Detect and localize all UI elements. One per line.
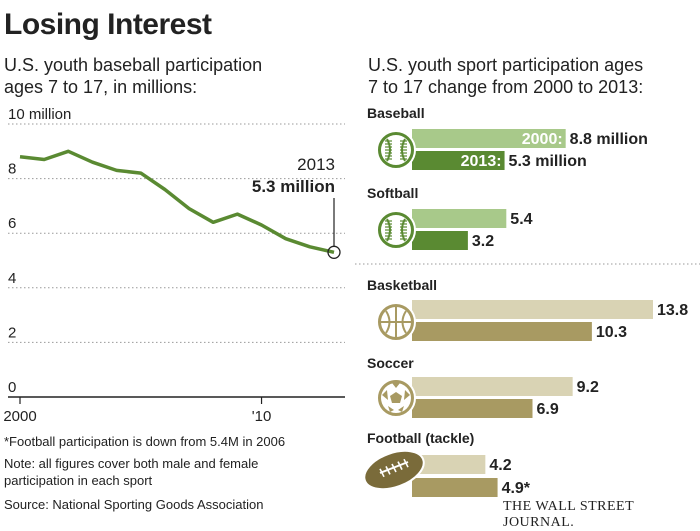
baseball-icon xyxy=(376,130,416,170)
left-subtitle-line2: ages 7 to 17, in millions: xyxy=(4,77,198,97)
callout-marker xyxy=(327,245,341,259)
x-axis-ticks: 2000 '10 xyxy=(3,397,271,425)
value-label-2000: 9.2 xyxy=(577,379,599,396)
sport-label: Soccer xyxy=(367,355,414,371)
right-subtitle-line2: 7 to 17 change from 2000 to 2013: xyxy=(368,77,644,97)
basketball-icon xyxy=(376,302,416,342)
note-line1: Note: all figures cover both male and fe… xyxy=(4,456,259,471)
callout-year: 2013 xyxy=(297,155,335,174)
callout-value: 5.3 million xyxy=(252,177,335,196)
football-footnote: *Football participation is down from 5.4… xyxy=(4,434,286,449)
baseball-participation-line-chart: 0 2 4 6 8 10 million 2000 '10 2013 5.3 million xyxy=(3,106,345,425)
baseball-series-line xyxy=(19,149,335,255)
sport-label: Basketball xyxy=(367,277,437,293)
x-tick-label: 2000 xyxy=(3,408,36,425)
sport-label: Football (tackle) xyxy=(367,430,474,446)
y-tick-label: 10 million xyxy=(8,106,71,123)
football-icon xyxy=(363,449,425,491)
value-label-2000: 4.2 xyxy=(489,457,511,474)
bar-2000 xyxy=(412,129,566,148)
bar-2013 xyxy=(412,231,468,250)
sport-label: Baseball xyxy=(367,105,425,121)
y-tick-label: 4 xyxy=(8,270,16,287)
value-label-2013: 5.3 million xyxy=(509,153,587,170)
publisher-credit: THE WALL STREET JOURNAL. xyxy=(503,499,634,530)
chart-title: Losing Interest xyxy=(4,8,212,41)
y-tick-label: 2 xyxy=(8,324,16,341)
value-label-2000: 5.4 xyxy=(510,211,532,228)
left-subtitle-line1: U.S. youth baseball participation xyxy=(4,55,263,75)
value-label-2000: 13.8 xyxy=(657,302,688,319)
y-tick-label: 8 xyxy=(8,161,16,178)
y-tick-label: 0 xyxy=(8,379,16,396)
y-tick-label: 6 xyxy=(8,215,16,232)
sport-participation-bar-chart: Baseball 2000: 2013: 8.8 million 5.3 million… xyxy=(355,105,700,497)
legend-2013-label: 2013: xyxy=(461,153,502,170)
gridlines xyxy=(8,123,345,343)
bar-2013 xyxy=(412,399,533,418)
bar-2000 xyxy=(412,455,486,474)
value-label-2013: 4.9* xyxy=(502,480,531,497)
bar-2000 xyxy=(412,377,573,396)
value-label-2013: 10.3 xyxy=(596,324,627,341)
note-line2: participation in each sport xyxy=(4,473,153,488)
x-tick-label: '10 xyxy=(252,408,272,425)
y-axis-ticks: 0 2 4 6 8 10 million xyxy=(8,106,71,396)
value-label-2000: 8.8 million xyxy=(570,131,648,148)
softball-icon xyxy=(376,210,416,250)
bar-2000 xyxy=(412,209,507,228)
sport-label: Softball xyxy=(367,185,418,201)
value-label-2013: 6.9 xyxy=(537,401,559,418)
right-subtitle-line1: U.S. youth sport participation ages xyxy=(368,55,644,75)
bar-2000 xyxy=(412,300,653,319)
bar-2013 xyxy=(412,478,498,497)
value-label-2013: 3.2 xyxy=(472,233,494,250)
bar-2013 xyxy=(412,151,505,170)
source-note: Source: National Sporting Goods Associat… xyxy=(4,497,264,512)
bar-2013 xyxy=(412,322,592,341)
legend-2000-label: 2000: xyxy=(522,131,563,148)
soccer-ball-icon xyxy=(376,378,416,418)
